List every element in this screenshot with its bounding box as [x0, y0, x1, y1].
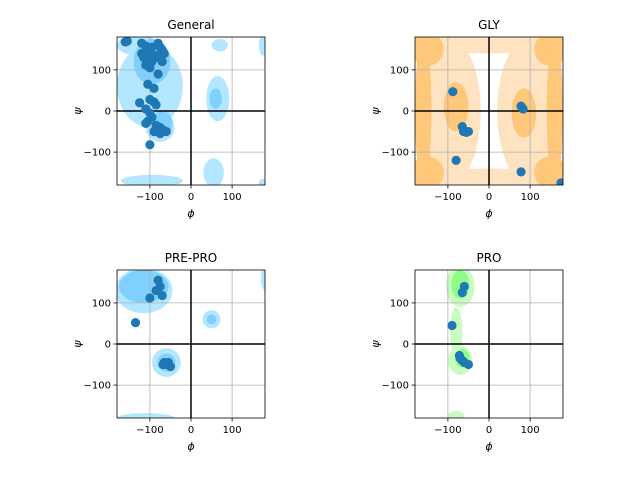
chart-title-pre-pro: PRE-PRO: [165, 251, 218, 265]
data-point-general-18: [157, 57, 167, 67]
plot-area-gly: [415, 37, 563, 185]
allowed-region-general-4: [203, 158, 224, 185]
panel-gly: −100 0 100 −100 0 100 GLY ϕ ψ: [369, 18, 564, 220]
data-point-gly-7: [518, 104, 528, 114]
data-point-general-27: [151, 100, 161, 110]
y-tick-label-pre-pro: −100: [84, 381, 111, 392]
chart-title-gly: GLY: [478, 18, 500, 32]
y-tick-label-general: 0: [105, 107, 111, 118]
allowed-region-general-8: [211, 39, 228, 52]
y-tick-label-general: −100: [84, 148, 111, 159]
y-tick-label-pro: 0: [403, 340, 409, 351]
data-point-pre-pro-0: [130, 318, 141, 328]
x-axis-label-pre-pro: ϕ: [187, 440, 194, 453]
data-point-pre-pro-9: [165, 362, 176, 372]
data-point-pro-6: [463, 359, 474, 370]
data-point-general-23: [149, 83, 159, 93]
panel-pro: −100 0 100 −100 0 100 PRO ϕ ψ: [369, 251, 564, 453]
data-point-pro-7: [454, 350, 464, 361]
x-tick-label-gly: 100: [521, 192, 540, 203]
x-tick-label-pre-pro: 100: [223, 425, 242, 436]
x-tick-label-pro: 0: [486, 425, 492, 436]
allowed-region-pre-pro-4: [260, 270, 265, 291]
x-tick-label-general: 0: [188, 192, 194, 203]
data-point-pre-pro-1: [145, 293, 155, 303]
panel-general: −100 0 100 −100 0 100 General ϕ ψ: [71, 18, 266, 220]
data-point-general-32: [141, 118, 151, 128]
x-tick-label-gly: 0: [486, 192, 492, 203]
panel-pre-pro: −100 0 100 −100 0 100 PRE-PRO ϕ ψ: [71, 251, 266, 453]
data-point-general-1: [122, 37, 132, 46]
data-point-pro-2: [447, 320, 457, 331]
y-tick-label-pre-pro: 100: [92, 298, 111, 309]
data-point-gly-4: [463, 126, 474, 137]
x-tick-label-gly: −100: [434, 192, 461, 203]
y-tick-label-gly: 100: [390, 65, 409, 76]
chart-title-pro: PRO: [476, 251, 501, 265]
allowed-region-general-6: [258, 37, 265, 56]
y-axis-label-pre-pro: ψ: [71, 340, 84, 348]
plot-area-pre-pro: [117, 270, 265, 418]
data-point-general-21: [153, 69, 163, 79]
data-point-general-20: [145, 63, 155, 73]
data-point-pro-1: [459, 281, 469, 292]
y-tick-label-general: 100: [92, 65, 111, 76]
allowed-region-pre-pro-3: [117, 413, 175, 418]
y-axis-label-general: ψ: [71, 107, 84, 115]
data-point-general-39: [149, 126, 159, 137]
y-tick-label-pre-pro: 0: [105, 340, 111, 351]
y-tick-label-pro: −100: [382, 381, 409, 392]
y-axis-label-gly: ψ: [369, 107, 382, 115]
allowed-region-general-7: [258, 178, 265, 185]
data-point-gly-9: [556, 178, 563, 185]
data-point-general-24: [135, 98, 145, 108]
allowed-region-pro-3: [447, 411, 465, 418]
y-tick-label-gly: 0: [403, 107, 409, 118]
y-axis-label-pro: ψ: [369, 340, 382, 348]
chart-title-general: General: [167, 18, 214, 32]
x-tick-label-pro: 100: [521, 425, 540, 436]
x-tick-label-general: 100: [223, 192, 242, 203]
y-tick-label-gly: −100: [382, 148, 409, 159]
y-tick-label-pro: 100: [390, 298, 409, 309]
data-point-general-38: [161, 126, 171, 137]
plot-area-pro: [415, 270, 563, 418]
x-tick-label-pre-pro: 0: [188, 425, 194, 436]
core-region-general-2: [209, 88, 222, 109]
data-point-general-40: [145, 140, 155, 150]
x-tick-label-pre-pro: −100: [136, 425, 163, 436]
data-point-gly-0: [448, 87, 458, 97]
x-axis-label-general: ϕ: [187, 207, 194, 220]
data-point-gly-8: [516, 167, 526, 177]
allowed-region-general-5: [121, 174, 183, 185]
x-tick-label-pro: −100: [434, 425, 461, 436]
x-axis-label-pro: ϕ: [485, 440, 492, 453]
x-axis-label-gly: ϕ: [485, 207, 492, 220]
data-point-pre-pro-10: [158, 359, 168, 370]
plot-area-general: [117, 37, 265, 185]
data-point-pre-pro-5: [157, 290, 167, 301]
data-point-pre-pro-4: [155, 281, 165, 292]
data-point-gly-5: [451, 155, 461, 165]
x-tick-label-general: −100: [136, 192, 163, 203]
core-region-pre-pro-2: [206, 314, 217, 325]
